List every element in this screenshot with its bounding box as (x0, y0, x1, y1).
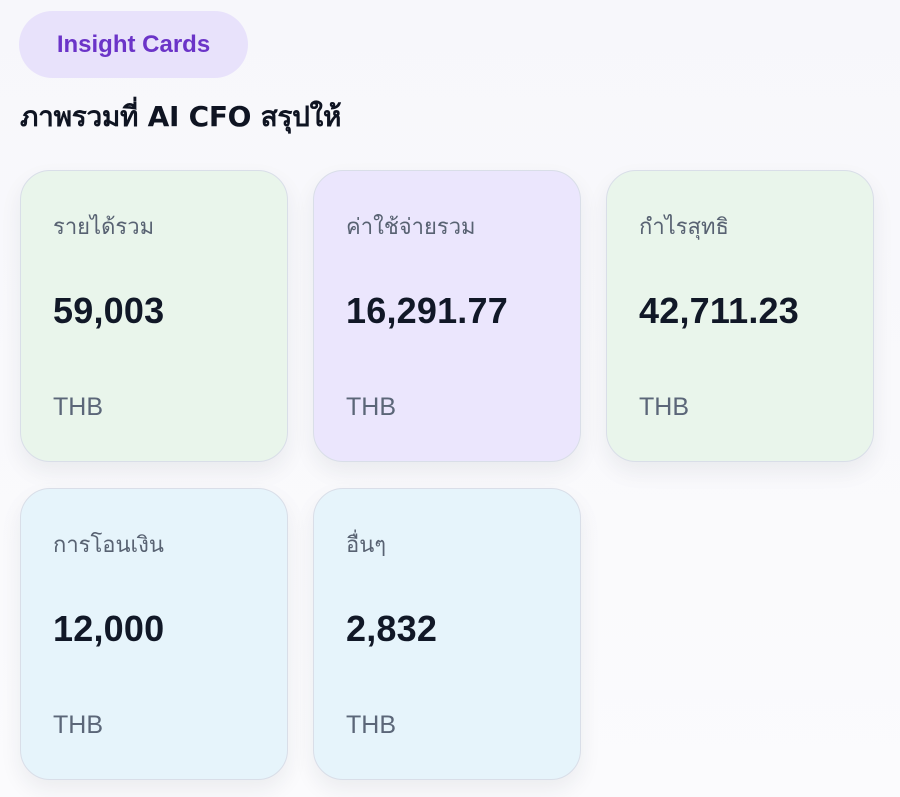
insight-cards-badge: Insight Cards (19, 11, 248, 78)
card-value: 16,291.77 (346, 290, 508, 331)
card-unit: THB (346, 711, 396, 739)
card-total-expenses[interactable]: ค่าใช้จ่ายรวม 16,291.77 THB (313, 170, 581, 462)
card-value: 12,000 (53, 608, 165, 649)
card-value: 59,003 (53, 290, 165, 331)
card-transfers[interactable]: การโอนเงิน 12,000 THB (20, 488, 288, 780)
card-unit: THB (346, 393, 396, 421)
card-label: กำไรสุทธิ (639, 215, 729, 240)
card-label: รายได้รวม (53, 215, 155, 240)
card-value: 42,711.23 (639, 290, 799, 331)
card-unit: THB (53, 393, 103, 421)
card-unit: THB (639, 393, 689, 421)
card-value: 2,832 (346, 608, 438, 649)
card-total-revenue[interactable]: รายได้รวม 59,003 THB (20, 170, 288, 462)
card-other[interactable]: อื่นๆ 2,832 THB (313, 488, 581, 780)
card-net-profit[interactable]: กำไรสุทธิ 42,711.23 THB (606, 170, 874, 462)
card-label: การโอนเงิน (53, 533, 164, 558)
section-title: ภาพรวมที่ AI CFO สรุปให้ (20, 100, 342, 133)
card-unit: THB (53, 711, 103, 739)
card-label: ค่าใช้จ่ายรวม (346, 215, 476, 240)
card-label: อื่นๆ (346, 533, 387, 558)
